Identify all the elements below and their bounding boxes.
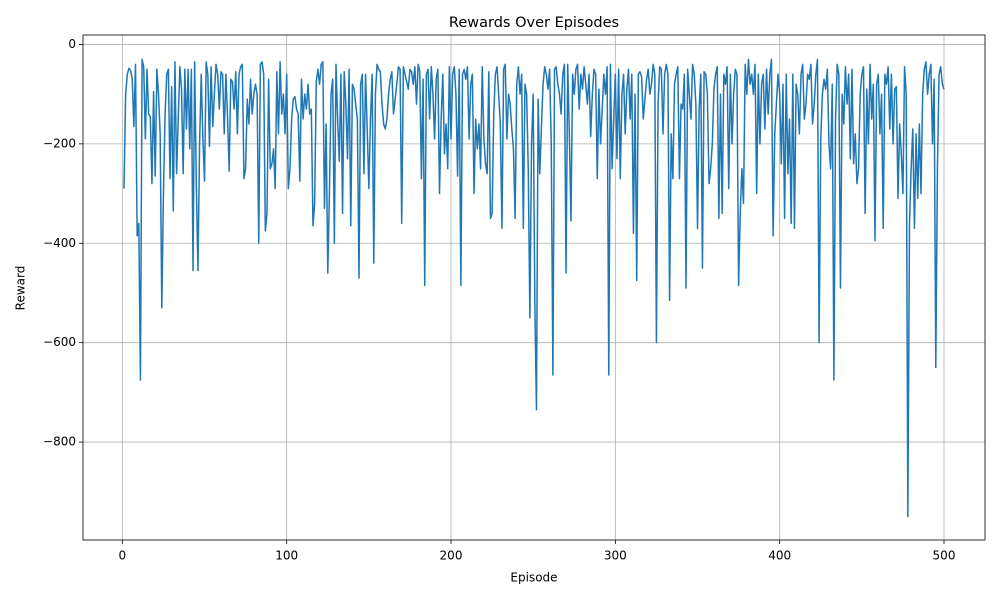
x-tick-label: 400 bbox=[768, 549, 791, 563]
x-tick-label: 100 bbox=[275, 549, 298, 563]
y-tick-label: −600 bbox=[43, 335, 76, 349]
y-axis-label: Reward bbox=[14, 266, 28, 311]
y-tick-label: −200 bbox=[43, 136, 76, 150]
x-tick-label: 0 bbox=[119, 549, 127, 563]
x-tick-label: 500 bbox=[933, 549, 956, 563]
plot-frame bbox=[82, 34, 986, 541]
line-series bbox=[123, 58, 945, 518]
x-tick-label: 200 bbox=[440, 549, 463, 563]
y-tick-label: −400 bbox=[43, 236, 76, 250]
y-tick-label: 0 bbox=[68, 37, 76, 51]
y-tick-label: −800 bbox=[43, 435, 76, 449]
chart-title: Rewards Over Episodes bbox=[449, 15, 619, 31]
x-tick-label: 300 bbox=[604, 549, 627, 563]
x-axis-label: Episode bbox=[510, 571, 557, 585]
